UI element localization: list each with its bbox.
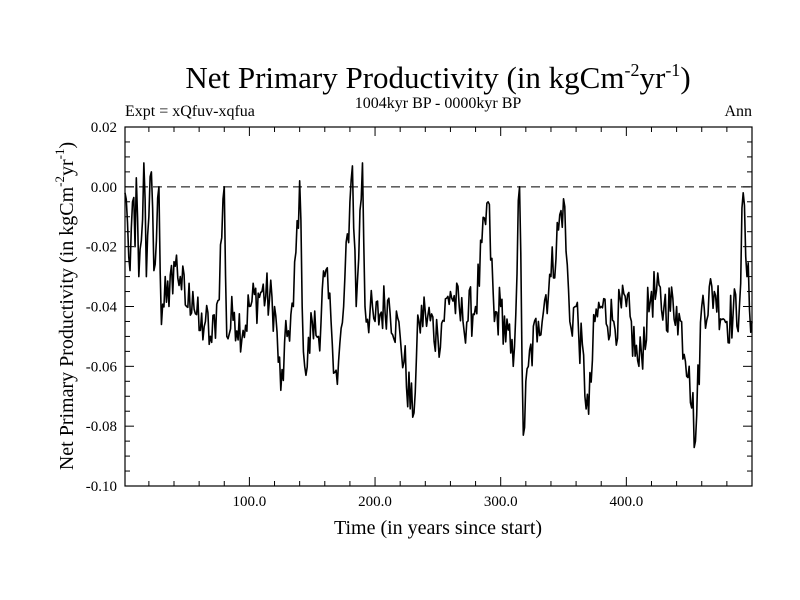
- x-tick-label: 300.0: [484, 494, 518, 510]
- y-axis-label: Net Primary Productivity (in kgCm-2yr-1): [52, 142, 78, 470]
- plot-border: [124, 126, 753, 487]
- axis-ticks: [125, 126, 752, 487]
- y-tick-label: -0.10: [86, 479, 117, 495]
- x-axis-label: Time (in years since start): [334, 517, 542, 539]
- x-tick-label: 100.0: [233, 494, 267, 510]
- y-tick-label: -0.06: [86, 359, 118, 375]
- y-tick-label: -0.02: [86, 240, 117, 256]
- y-tick-label: -0.08: [86, 419, 117, 435]
- series-line: [124, 162, 753, 449]
- series-group: [124, 162, 753, 449]
- plot-frame: [124, 126, 753, 487]
- tick-labels: 0.02 0.00 -0.02 -0.04 -0.06 -0.08 -0.10 100.0 20…: [86, 120, 643, 510]
- subtitle-center: 1004kyr BP - 0000kyr BP: [355, 95, 522, 112]
- subtitle-right: Ann: [724, 103, 752, 120]
- y-tick-label: -0.04: [86, 300, 118, 316]
- subtitle-left: Expt = xQfuv-xqfua: [125, 103, 255, 120]
- y-tick-label: 0.00: [91, 180, 117, 196]
- x-tick-label: 200.0: [358, 494, 392, 510]
- x-tick-label: 400.0: [609, 494, 643, 510]
- y-tick-label: 0.02: [91, 120, 117, 136]
- chart-title: Net Primary Productivity (in kgCm-2yr-1): [185, 60, 690, 95]
